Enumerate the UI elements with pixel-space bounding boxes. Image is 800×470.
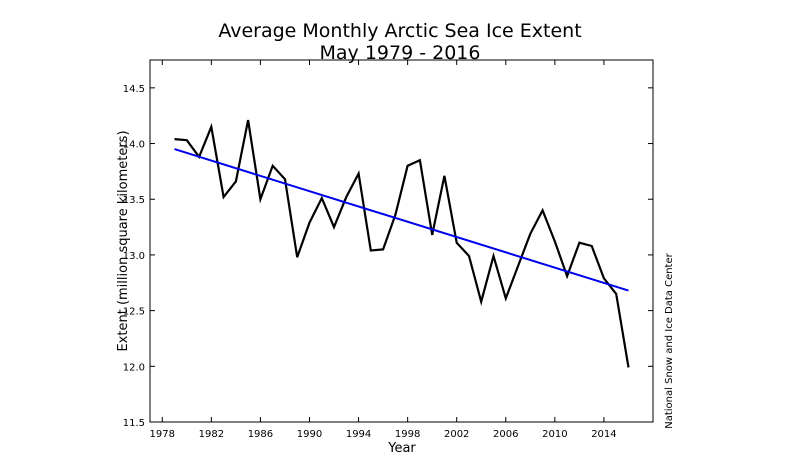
y-tick-label: 13.5 <box>123 195 145 206</box>
x-tick-label: 2002 <box>444 429 469 440</box>
y-tick-label: 12.5 <box>123 307 145 318</box>
plot-area <box>149 59 654 423</box>
y-axis-ticks: 11.5 12.0 12.5 13.0 13.5 14.0 14.5 <box>123 84 653 429</box>
chart-title: Average Monthly Arctic Sea Ice Extent <box>218 20 581 42</box>
x-tick-label: 1998 <box>395 429 420 440</box>
series-layer <box>174 119 630 368</box>
x-tick-label: 1982 <box>199 429 224 440</box>
y-tick-label: 12.0 <box>123 362 145 373</box>
x-tick-label: 1978 <box>150 429 175 440</box>
x-tick-label: 2014 <box>591 429 616 440</box>
x-tick-label: 2006 <box>493 429 518 440</box>
series-line-extent <box>174 119 630 368</box>
y-tick-label: 14.0 <box>123 140 145 151</box>
chart-subtitle: May 1979 - 2016 <box>320 42 481 64</box>
x-tick-label: 1990 <box>297 429 322 440</box>
y-tick-label: 11.5 <box>123 418 145 429</box>
x-axis-ticks: 1978 1982 1986 1990 1994 1998 2002 2006 2010 2014 <box>150 60 617 440</box>
x-tick-label: 1986 <box>248 429 273 440</box>
y-axis-label: Extent (million square kilometers) <box>116 130 131 351</box>
series-line-trend <box>174 148 629 292</box>
x-tick-label: 1994 <box>346 429 371 440</box>
x-tick-label: 2010 <box>542 429 567 440</box>
x-axis-label: Year <box>387 441 416 456</box>
credit-text: National Snow and Ice Data Center <box>664 252 675 428</box>
y-tick-label: 13.0 <box>123 251 145 262</box>
y-tick-label: 14.5 <box>123 84 145 95</box>
